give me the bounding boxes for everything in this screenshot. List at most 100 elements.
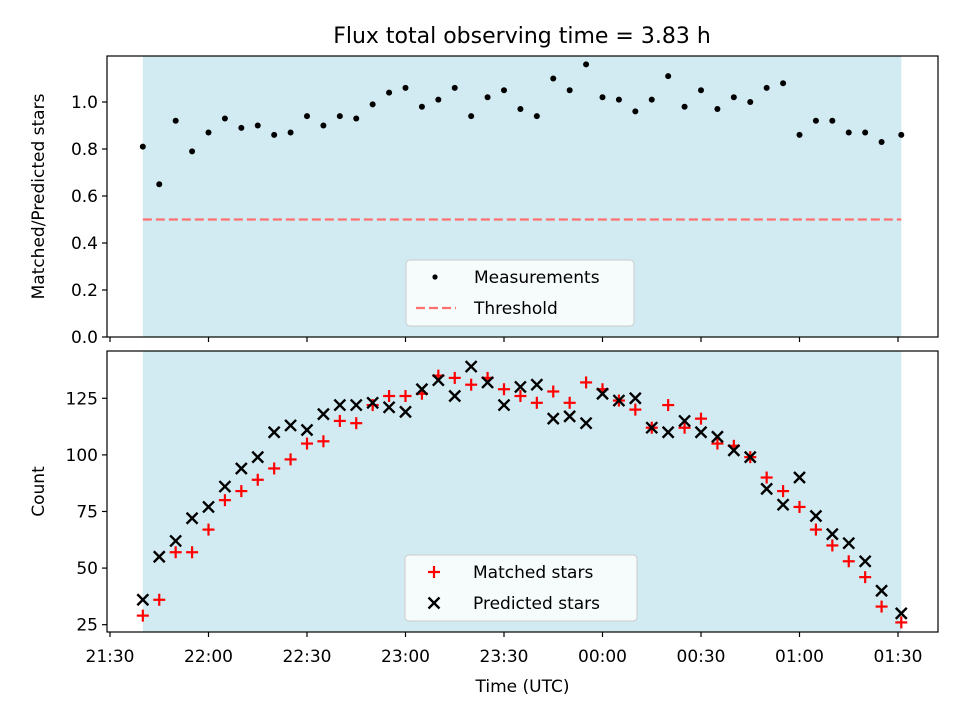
measurement-point: [632, 108, 639, 115]
measurement-point: [386, 89, 393, 96]
matched-star-point: [169, 546, 182, 559]
marker-stroke: [300, 423, 314, 437]
marker-stroke: [579, 416, 593, 430]
matched-star-point: [383, 390, 396, 403]
measurement-point: [615, 96, 622, 103]
predicted-star-point: [514, 380, 527, 394]
marker-stroke: [563, 410, 577, 423]
bottom-panel: 25 50 75 100 125 21:30 22:00 22:30 23:00 23:30 00:…: [29, 350, 939, 697]
marker-stroke: [875, 584, 888, 598]
x-tick-label: 23:00: [381, 647, 430, 667]
predicted-star-point: [612, 394, 626, 407]
measurement-point: [583, 61, 590, 68]
measurement-point: [189, 148, 196, 155]
predicted-star-point: [284, 419, 297, 432]
legend-label: Matched stars: [473, 563, 593, 583]
predicted-star-point: [448, 389, 462, 403]
matched-star-point: [859, 571, 872, 584]
measurement-point: [254, 122, 261, 129]
matched-star-point: [301, 437, 313, 450]
predicted-star-point: [628, 391, 642, 405]
matched-star-point: [448, 371, 461, 384]
matched-star-point: [875, 600, 888, 613]
x-tick-label: 00:00: [578, 647, 627, 667]
marker-stroke: [267, 425, 281, 439]
matched-star-point: [662, 399, 675, 412]
matched-star-point: [530, 396, 543, 409]
marker-stroke: [793, 471, 806, 484]
measurement-point: [533, 113, 540, 120]
predicted-star-point: [399, 405, 412, 419]
x-axis-label: Time (UTC): [475, 677, 570, 697]
matched-star-point: [268, 462, 281, 475]
marker-stroke: [399, 405, 412, 419]
measurement-point: [156, 181, 163, 188]
marker-stroke: [136, 593, 150, 607]
marker-stroke: [645, 421, 659, 435]
marker-stroke: [514, 380, 527, 394]
plot-area: [139, 61, 905, 221]
measurement-point: [369, 101, 376, 108]
measurement-point: [780, 80, 787, 87]
predicted-star-point: [825, 527, 839, 541]
predicted-star-point: [743, 450, 757, 464]
predicted-star-point: [136, 593, 150, 607]
marker-stroke: [628, 391, 642, 405]
predicted-star-point: [497, 398, 511, 412]
predicted-star-point: [267, 425, 281, 439]
marker-stroke: [743, 450, 757, 464]
predicted-star-point: [300, 423, 314, 437]
measurement-point: [747, 99, 754, 105]
measurement-point: [271, 131, 278, 138]
predicted-star-point: [431, 373, 445, 387]
marker-stroke: [809, 509, 823, 523]
predicted-star-point: [760, 482, 774, 496]
measurement-point: [796, 131, 803, 138]
measurement-point: [698, 87, 704, 94]
measurement-point: [517, 106, 524, 113]
marker-stroke: [284, 419, 297, 432]
marker-stroke: [530, 378, 544, 392]
marker-stroke: [760, 482, 774, 496]
measurement-point: [468, 113, 475, 120]
matched-star-point: [317, 435, 330, 448]
measurement-point: [862, 129, 869, 136]
marker-stroke: [711, 430, 724, 444]
measurement-point: [566, 87, 573, 94]
matched-star-point: [777, 485, 790, 498]
matched-star-point: [514, 390, 527, 403]
matched-star-point: [498, 383, 510, 396]
marker-stroke: [415, 382, 429, 396]
measurement-point: [304, 113, 310, 120]
marker-stroke: [727, 444, 741, 457]
matched-star-point: [235, 485, 248, 498]
matched-star-point: [136, 609, 149, 622]
marker-stroke: [202, 500, 215, 514]
predicted-star-point: [530, 378, 544, 392]
marker-stroke: [218, 480, 232, 493]
measurement-point: [681, 103, 688, 110]
matched-star-point: [366, 399, 379, 412]
measurement-point: [599, 94, 606, 101]
marker-stroke: [825, 527, 839, 541]
y-tick-label: 100: [66, 446, 98, 466]
matched-star-point: [333, 414, 346, 427]
predicted-star-point: [579, 416, 593, 430]
axes-frame: [106, 350, 939, 633]
matched-star-point: [793, 500, 806, 513]
legend-box: [405, 259, 635, 327]
marker-stroke: [152, 550, 166, 564]
matched-star-point: [895, 616, 908, 629]
measurement-point: [878, 138, 885, 145]
plot-area: [136, 360, 908, 629]
predicted-star-point: [645, 421, 659, 435]
matched-star-point: [251, 473, 264, 486]
predicted-star-point: [809, 509, 823, 523]
measurement-point: [550, 75, 557, 82]
measurement-point: [418, 103, 425, 110]
measurement-point: [665, 73, 672, 80]
measurement-point: [353, 115, 360, 122]
predicted-star-point: [202, 500, 215, 514]
matched-star-point: [580, 376, 593, 389]
matched-star-point: [760, 471, 773, 484]
